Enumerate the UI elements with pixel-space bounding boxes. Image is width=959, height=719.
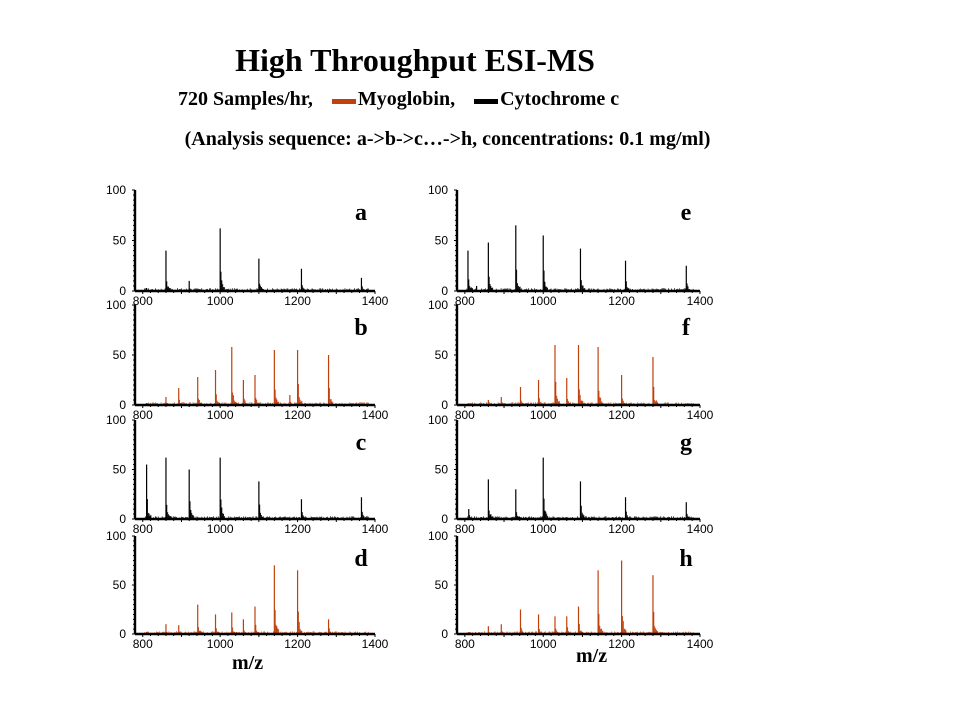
y-tick-label-e-50: 50 bbox=[435, 234, 449, 248]
legend-cytochrome: Cytochrome c bbox=[500, 88, 620, 110]
x-tick-label-e-1200: 1200 bbox=[608, 294, 635, 308]
x-tick-label-b-800: 800 bbox=[133, 408, 153, 422]
panel-letter-h: h bbox=[679, 546, 692, 572]
y-tick-label-h-50: 50 bbox=[435, 578, 449, 592]
panel-letter-e: e bbox=[681, 200, 692, 226]
panel-letter-a: a bbox=[355, 200, 367, 226]
y-tick-label-h-0: 0 bbox=[441, 627, 448, 641]
x-tick-label-c-1000: 1000 bbox=[207, 522, 234, 536]
x-tick-label-f-1000: 1000 bbox=[530, 408, 557, 422]
y-tick-label-a-50: 50 bbox=[113, 234, 127, 248]
spectrum-panel-a: 0 50 100 800 1000 1200 1400 a bbox=[106, 183, 389, 308]
x-tick-label-g-800: 800 bbox=[455, 522, 475, 536]
y-tick-label-a-0: 0 bbox=[119, 284, 126, 298]
analysis-note: (Analysis sequence: a->b->c…->h, concent… bbox=[184, 128, 711, 150]
x-tick-label-a-1200: 1200 bbox=[284, 294, 311, 308]
x-tick-label-e-1400: 1400 bbox=[687, 294, 714, 308]
x-tick-label-a-800: 800 bbox=[133, 294, 153, 308]
y-tick-label-f-0: 0 bbox=[441, 398, 448, 412]
x-tick-label-h-1200: 1200 bbox=[608, 637, 635, 651]
samples-rate: 720 Samples/hr, bbox=[178, 88, 313, 110]
myoglobin-swatch bbox=[331, 98, 356, 104]
y-tick-label-c-0: 0 bbox=[119, 512, 126, 526]
x-tick-label-d-1400: 1400 bbox=[362, 637, 389, 651]
y-tick-label-e-0: 0 bbox=[441, 284, 448, 298]
spectrum-panel-e: 0 50 100 800 1000 1200 1400 e bbox=[428, 183, 714, 308]
x-tick-label-c-1400: 1400 bbox=[362, 522, 389, 536]
spectrum-panel-f: 0 50 100 800 1000 1200 1400 f bbox=[428, 298, 714, 422]
x-tick-label-a-1400: 1400 bbox=[362, 294, 389, 308]
panel-letter-g: g bbox=[680, 430, 692, 456]
spectrum-panel-g: 0 50 100 800 1000 1200 1400 g bbox=[428, 413, 714, 536]
y-tick-label-e-100: 100 bbox=[428, 183, 448, 197]
spectrum-panel-h: 0 50 100 800 1000 1200 1400 h bbox=[428, 529, 714, 651]
x-tick-label-b-1200: 1200 bbox=[284, 408, 311, 422]
y-tick-label-b-100: 100 bbox=[106, 298, 126, 312]
panel-letter-f: f bbox=[682, 315, 691, 341]
y-tick-label-d-100: 100 bbox=[106, 529, 126, 543]
x-tick-label-d-1200: 1200 bbox=[284, 637, 311, 651]
y-tick-label-g-50: 50 bbox=[435, 463, 449, 477]
x-tick-label-f-1200: 1200 bbox=[608, 408, 635, 422]
x-tick-label-h-1000: 1000 bbox=[530, 637, 557, 651]
x-tick-label-e-1000: 1000 bbox=[530, 294, 557, 308]
y-tick-label-g-0: 0 bbox=[441, 512, 448, 526]
x-tick-label-e-800: 800 bbox=[455, 294, 475, 308]
x-axis-label-right: m/z bbox=[576, 645, 608, 667]
y-tick-label-h-100: 100 bbox=[428, 529, 448, 543]
subtitle-legend: 720 Samples/hr, Myoglobin, Cytochrome c bbox=[178, 88, 619, 111]
y-tick-label-b-50: 50 bbox=[113, 348, 127, 362]
y-tick-label-d-50: 50 bbox=[113, 578, 127, 592]
panel-letter-d: d bbox=[354, 546, 368, 572]
y-tick-label-c-100: 100 bbox=[106, 413, 126, 427]
y-tick-label-d-0: 0 bbox=[119, 627, 126, 641]
x-tick-label-c-800: 800 bbox=[133, 522, 153, 536]
x-axis-label-left: m/z bbox=[232, 652, 264, 674]
x-tick-label-d-1000: 1000 bbox=[207, 637, 234, 651]
x-tick-label-c-1200: 1200 bbox=[284, 522, 311, 536]
panel-letter-b: b bbox=[354, 315, 367, 341]
x-tick-label-g-1200: 1200 bbox=[608, 522, 635, 536]
x-tick-label-b-1000: 1000 bbox=[207, 408, 234, 422]
cytochrome-swatch bbox=[474, 98, 499, 104]
page-title: High Throughput ESI-MS bbox=[235, 42, 595, 78]
y-tick-label-g-100: 100 bbox=[428, 413, 448, 427]
x-tick-label-f-800: 800 bbox=[455, 408, 475, 422]
x-tick-label-f-1400: 1400 bbox=[687, 408, 714, 422]
x-tick-label-b-1400: 1400 bbox=[362, 408, 389, 422]
x-tick-label-h-800: 800 bbox=[455, 637, 475, 651]
legend-myoglobin: Myoglobin, bbox=[357, 88, 456, 110]
y-tick-label-f-50: 50 bbox=[435, 348, 449, 362]
panel-letter-c: c bbox=[356, 430, 367, 456]
y-tick-label-f-100: 100 bbox=[428, 298, 448, 312]
spectrum-panel-c: 0 50 100 800 1000 1200 1400 c bbox=[106, 413, 389, 536]
y-tick-label-b-0: 0 bbox=[119, 398, 126, 412]
x-tick-label-a-1000: 1000 bbox=[207, 294, 234, 308]
y-tick-label-a-100: 100 bbox=[106, 183, 126, 197]
x-tick-label-g-1000: 1000 bbox=[530, 522, 557, 536]
x-tick-label-h-1400: 1400 bbox=[687, 637, 714, 651]
y-tick-label-c-50: 50 bbox=[113, 463, 127, 477]
x-tick-label-g-1400: 1400 bbox=[687, 522, 714, 536]
spectrum-panel-b: 0 50 100 800 1000 1200 1400 b bbox=[106, 298, 389, 422]
spectrum-panel-d: 0 50 100 800 1000 1200 1400 d bbox=[106, 529, 389, 651]
x-tick-label-d-800: 800 bbox=[133, 637, 153, 651]
